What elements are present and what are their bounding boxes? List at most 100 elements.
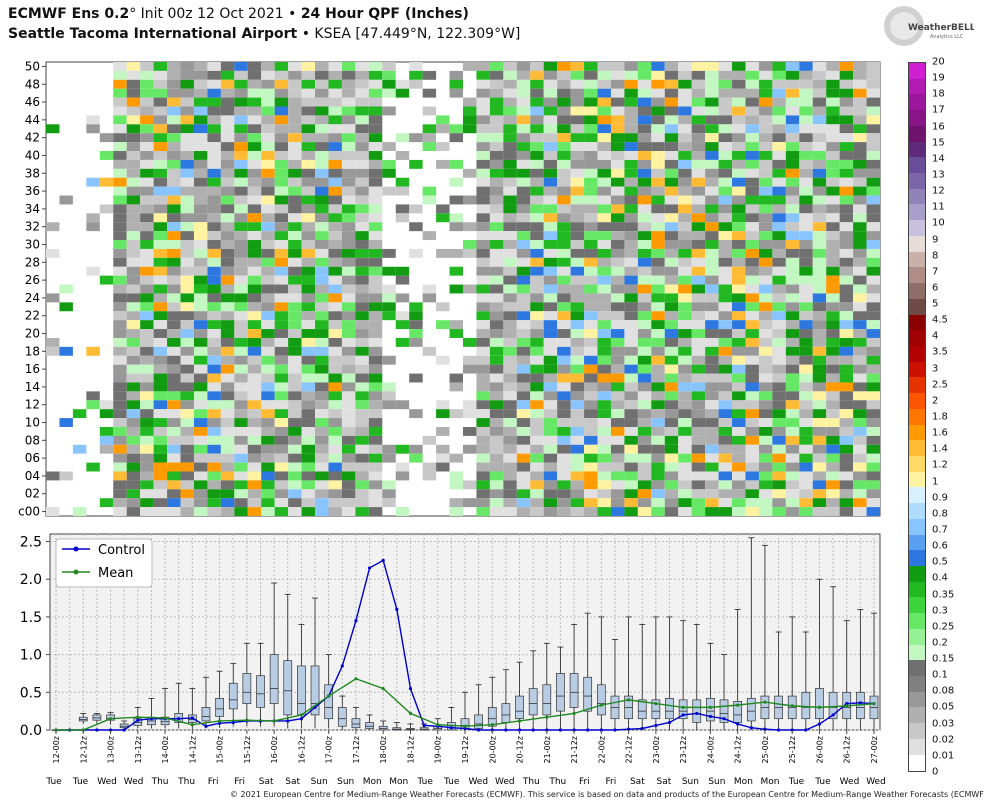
grid-cell bbox=[584, 159, 598, 169]
grid-cell bbox=[288, 453, 302, 463]
grid-cell bbox=[785, 400, 800, 410]
grid-cell bbox=[826, 480, 840, 490]
grid-cell bbox=[463, 480, 477, 490]
grid-cell bbox=[718, 480, 733, 490]
grid-cell bbox=[140, 453, 154, 463]
grid-cell bbox=[678, 204, 692, 214]
grid-cell bbox=[489, 151, 504, 160]
grid-cell bbox=[543, 88, 558, 98]
grid-cell bbox=[167, 222, 181, 232]
grid-cell bbox=[530, 507, 544, 516]
grid-cell bbox=[261, 177, 275, 187]
grid-cell bbox=[301, 248, 316, 258]
grid-cell bbox=[234, 115, 248, 125]
grid-cell bbox=[853, 159, 867, 169]
grid-cell bbox=[140, 222, 154, 232]
grid-cell bbox=[503, 204, 517, 214]
grid-cell bbox=[234, 409, 248, 419]
grid-cell bbox=[167, 337, 181, 347]
grid-cell bbox=[180, 355, 194, 365]
grid-cell bbox=[140, 480, 154, 490]
grid-cell bbox=[328, 337, 342, 347]
x-tick-label: 17-12z bbox=[352, 736, 361, 763]
grid-cell bbox=[315, 97, 329, 107]
grid-cell bbox=[610, 480, 625, 490]
grid-cell bbox=[140, 70, 154, 80]
grid-cell bbox=[758, 426, 773, 436]
grid-cell bbox=[785, 168, 800, 178]
grid-cell bbox=[86, 400, 100, 410]
grid-cell bbox=[476, 498, 490, 508]
grid-cell bbox=[489, 409, 504, 419]
grid-cell bbox=[355, 275, 369, 285]
grid-cell bbox=[637, 106, 652, 116]
grid-cell bbox=[140, 426, 154, 436]
grid-cell bbox=[772, 240, 786, 249]
grid-cell bbox=[839, 88, 854, 98]
grid-cell bbox=[301, 168, 316, 178]
x-tick-label: 23-00z bbox=[652, 736, 661, 763]
grid-cell bbox=[678, 507, 692, 516]
grid-cell bbox=[584, 231, 598, 241]
box-plot bbox=[651, 616, 661, 730]
grid-cell bbox=[167, 177, 181, 187]
grid-cell bbox=[866, 471, 880, 481]
grid-cell bbox=[651, 373, 665, 383]
grid-cell bbox=[180, 507, 194, 516]
grid-cell bbox=[288, 364, 302, 374]
grid-cell bbox=[328, 195, 342, 205]
grid-cell bbox=[207, 426, 221, 436]
grid-cell bbox=[705, 79, 719, 89]
grid-cell bbox=[772, 426, 786, 436]
grid-cell bbox=[140, 142, 154, 152]
grid-cell bbox=[167, 311, 181, 321]
grid-cell bbox=[301, 88, 316, 98]
colorbar-label: 14 bbox=[932, 153, 945, 165]
grid-cell bbox=[637, 79, 652, 89]
grid-cell bbox=[530, 231, 544, 241]
grid-cell bbox=[261, 444, 275, 454]
grid-cell bbox=[745, 97, 759, 107]
grid-cell bbox=[799, 240, 813, 249]
grid-cell bbox=[503, 426, 517, 436]
grid-cell bbox=[247, 257, 262, 267]
grid-cell bbox=[180, 284, 194, 294]
box-plot bbox=[351, 706, 361, 730]
grid-cell bbox=[732, 507, 746, 516]
grid-cell bbox=[718, 400, 733, 410]
grid-cell bbox=[503, 124, 517, 134]
grid-cell bbox=[516, 124, 531, 134]
grid-cell bbox=[516, 364, 531, 374]
grid-cell bbox=[691, 400, 706, 410]
grid-cell bbox=[126, 391, 141, 401]
grid-cell bbox=[193, 204, 208, 214]
grid-cell bbox=[826, 79, 840, 89]
grid-cell bbox=[651, 435, 665, 445]
grid-cell bbox=[839, 186, 854, 196]
box bbox=[828, 691, 838, 720]
grid-cell bbox=[247, 240, 262, 249]
grid-cell bbox=[812, 275, 827, 285]
grid-cell bbox=[772, 186, 786, 196]
grid-cell bbox=[288, 240, 302, 249]
grid-cells bbox=[46, 62, 880, 516]
grid-cell bbox=[315, 142, 329, 152]
grid-cell bbox=[691, 151, 706, 160]
grid-cell bbox=[718, 498, 733, 508]
grid-cell bbox=[772, 159, 786, 169]
grid-cell bbox=[368, 222, 383, 232]
colorbar-label: 0.25 bbox=[932, 621, 955, 633]
grid-cell bbox=[826, 222, 840, 232]
grid-cell bbox=[247, 444, 262, 454]
grid-cell bbox=[193, 337, 208, 347]
series-point-control bbox=[858, 701, 862, 705]
grid-cell bbox=[557, 462, 571, 472]
grid-cell bbox=[543, 79, 558, 89]
series-point-control bbox=[367, 566, 372, 570]
colorbar-swatch bbox=[909, 597, 925, 614]
grid-cell bbox=[651, 195, 665, 205]
grid-cell bbox=[328, 177, 342, 187]
grid-cell bbox=[557, 418, 571, 427]
grid-cell bbox=[543, 320, 558, 330]
grid-cell bbox=[341, 248, 356, 258]
